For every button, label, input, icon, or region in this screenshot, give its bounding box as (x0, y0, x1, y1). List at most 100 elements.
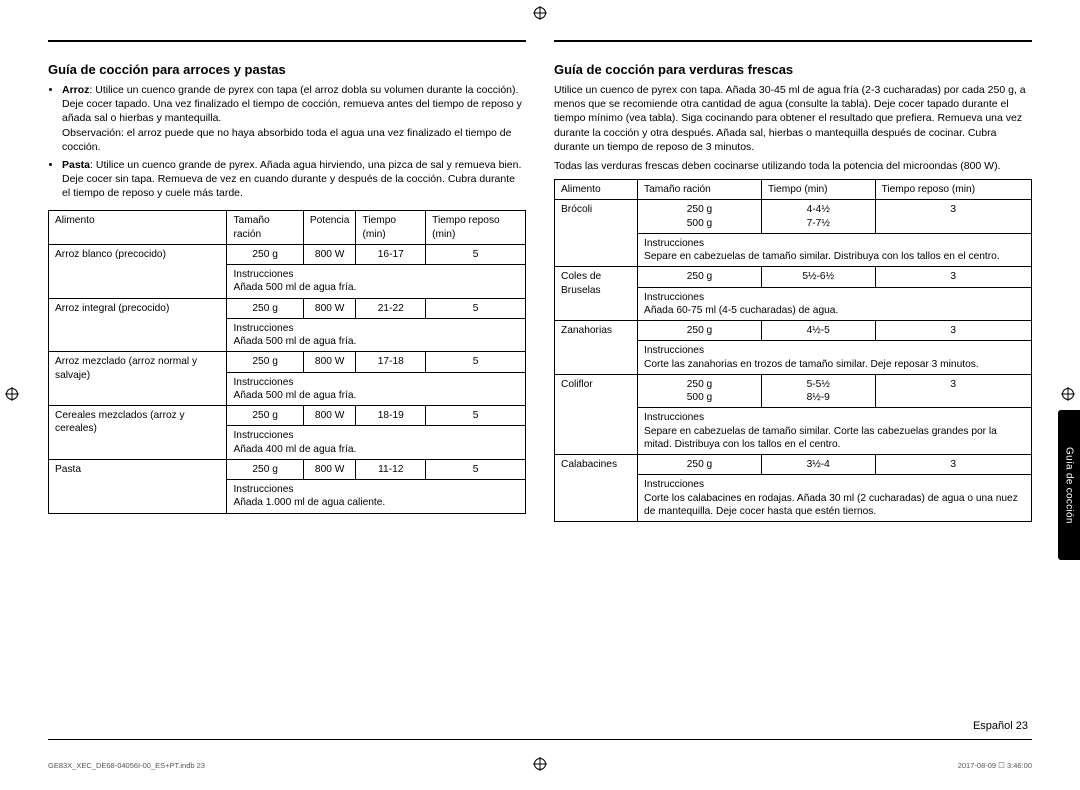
side-tab-label: Guía de cocción (1064, 447, 1075, 524)
cell-size: 250 g (227, 244, 303, 264)
bullet-text: : Utilice un cuenco grande de pyrex. Aña… (62, 159, 521, 199)
cell-time: 4½-5 (761, 321, 875, 341)
cell-size: 250 g (227, 406, 303, 426)
left-bullets: Arroz: Utilice un cuenco grande de pyrex… (62, 83, 526, 200)
cell-time: 16-17 (356, 244, 426, 264)
cell-rest: 5 (426, 244, 526, 264)
cell-time: 4-4½7-7½ (761, 200, 875, 234)
cell-rest: 5 (426, 352, 526, 372)
crop-mark-right (1062, 387, 1074, 403)
table-row: Pasta250 g800 W11-125 (49, 459, 526, 479)
cell-food: Arroz integral (precocido) (49, 298, 227, 352)
cell-instructions: InstruccionesSepare en cabezuelas de tam… (638, 408, 1032, 455)
cell-power: 800 W (303, 459, 356, 479)
table-row: Coles de Bruselas250 g5½-6½3 (555, 267, 1032, 287)
cell-rest: 3 (875, 455, 1031, 475)
table-row: Arroz integral (precocido)250 g800 W21-2… (49, 298, 526, 318)
cell-power: 800 W (303, 244, 356, 264)
footer-rule (48, 739, 1032, 740)
table-header-row: Alimento Tamaño ración Tiempo (min) Tiem… (555, 180, 1032, 200)
crop-mark-bottom (534, 757, 546, 773)
cell-time: 17-18 (356, 352, 426, 372)
table-row: Zanahorias250 g4½-53 (555, 321, 1032, 341)
cell-size: 250 g (227, 352, 303, 372)
th-time: Tiempo (min) (761, 180, 875, 200)
cell-power: 800 W (303, 298, 356, 318)
cell-rest: 3 (875, 374, 1031, 408)
vegetables-table: Alimento Tamaño ración Tiempo (min) Tiem… (554, 179, 1032, 522)
table-header-row: Alimento Tamaño ración Potencia Tiempo (… (49, 211, 526, 245)
table-row: Calabacines250 g3½-43 (555, 455, 1032, 475)
bullet-arroz: Arroz: Utilice un cuenco grande de pyrex… (62, 83, 526, 154)
cell-instructions: InstruccionesCorte las zanahorias en tro… (638, 341, 1032, 375)
th-rest: Tiempo reposo (min) (426, 211, 526, 245)
cell-rest: 3 (875, 200, 1031, 234)
cell-rest: 5 (426, 298, 526, 318)
cell-food: Brócoli (555, 200, 638, 267)
cell-food: Cereales mezclados (arroz y cereales) (49, 406, 227, 460)
bullet-label: Pasta (62, 159, 90, 171)
cell-instructions: InstruccionesAñada 500 ml de agua fría. (227, 265, 526, 299)
th-size: Tamaño ración (638, 180, 762, 200)
bullet-pasta: Pasta: Utilice un cuenco grande de pyrex… (62, 158, 526, 201)
cell-instructions: InstruccionesSepare en cabezuelas de tam… (638, 233, 1032, 267)
page-number: Español 23 (973, 720, 1028, 732)
cell-time: 11-12 (356, 459, 426, 479)
table-row: Cereales mezclados (arroz y cereales)250… (49, 406, 526, 426)
cell-time: 5½-6½ (761, 267, 875, 287)
meta-right: 2017-08-09 ☐ 3:46:00 (958, 761, 1032, 770)
table-row: Coliflor250 g500 g5-5½8½-93 (555, 374, 1032, 408)
left-column: Guía de cocción para arroces y pastas Ar… (48, 40, 526, 680)
right-heading: Guía de cocción para verduras frescas (554, 62, 1032, 77)
crop-mark-top (534, 6, 546, 22)
table-row: Arroz blanco (precocido)250 g800 W16-175 (49, 244, 526, 264)
crop-mark-left (6, 387, 18, 403)
cell-size: 250 g (227, 298, 303, 318)
cell-food: Calabacines (555, 455, 638, 522)
cell-food: Arroz blanco (precocido) (49, 244, 227, 298)
cell-time: 18-19 (356, 406, 426, 426)
cell-time: 21-22 (356, 298, 426, 318)
right-para-1: Utilice un cuenco de pyrex con tapa. Aña… (554, 83, 1032, 154)
bullet-note: Observación: el arroz puede que no haya … (62, 127, 511, 153)
th-power: Potencia (303, 211, 356, 245)
th-rest: Tiempo reposo (min) (875, 180, 1031, 200)
cell-size: 250 g (227, 459, 303, 479)
th-time: Tiempo (min) (356, 211, 426, 245)
cell-time: 3½-4 (761, 455, 875, 475)
cell-rest: 3 (875, 321, 1031, 341)
cell-instructions: InstruccionesAñada 60-75 ml (4-5 cuchara… (638, 287, 1032, 321)
cell-rest: 3 (875, 267, 1031, 287)
cell-instructions: InstruccionesAñada 400 ml de agua fría. (227, 426, 526, 460)
cell-food: Arroz mezclado (arroz normal y salvaje) (49, 352, 227, 406)
right-column: Guía de cocción para verduras frescas Ut… (554, 40, 1032, 680)
cell-food: Coliflor (555, 374, 638, 454)
table-row: Arroz mezclado (arroz normal y salvaje)2… (49, 352, 526, 372)
cell-instructions: InstruccionesAñada 1.000 ml de agua cali… (227, 480, 526, 514)
cell-instructions: InstruccionesCorte los calabacines en ro… (638, 475, 1032, 522)
cell-instructions: InstruccionesAñada 500 ml de agua fría. (227, 372, 526, 406)
right-para-2: Todas las verduras frescas deben cocinar… (554, 159, 1032, 173)
cell-size: 250 g (638, 455, 762, 475)
cell-size: 250 g (638, 321, 762, 341)
cell-food: Zanahorias (555, 321, 638, 375)
th-size: Tamaño ración (227, 211, 303, 245)
cell-time: 5-5½8½-9 (761, 374, 875, 408)
cell-power: 800 W (303, 406, 356, 426)
rice-pasta-table: Alimento Tamaño ración Potencia Tiempo (… (48, 210, 526, 513)
cell-food: Coles de Bruselas (555, 267, 638, 321)
cell-rest: 5 (426, 459, 526, 479)
bullet-text: : Utilice un cuenco grande de pyrex con … (62, 84, 522, 124)
side-tab: Guía de cocción (1058, 410, 1080, 560)
table-row: Brócoli250 g500 g4-4½7-7½3 (555, 200, 1032, 234)
th-food: Alimento (49, 211, 227, 245)
cell-size: 250 g (638, 267, 762, 287)
cell-rest: 5 (426, 406, 526, 426)
cell-instructions: InstruccionesAñada 500 ml de agua fría. (227, 318, 526, 352)
meta-left: GE83X_XEC_DE68-04056I-00_ES+PT.indb 23 (48, 761, 205, 770)
cell-size: 250 g500 g (638, 374, 762, 408)
th-food: Alimento (555, 180, 638, 200)
page-content: Guía de cocción para arroces y pastas Ar… (48, 40, 1032, 680)
cell-size: 250 g500 g (638, 200, 762, 234)
cell-food: Pasta (49, 459, 227, 513)
